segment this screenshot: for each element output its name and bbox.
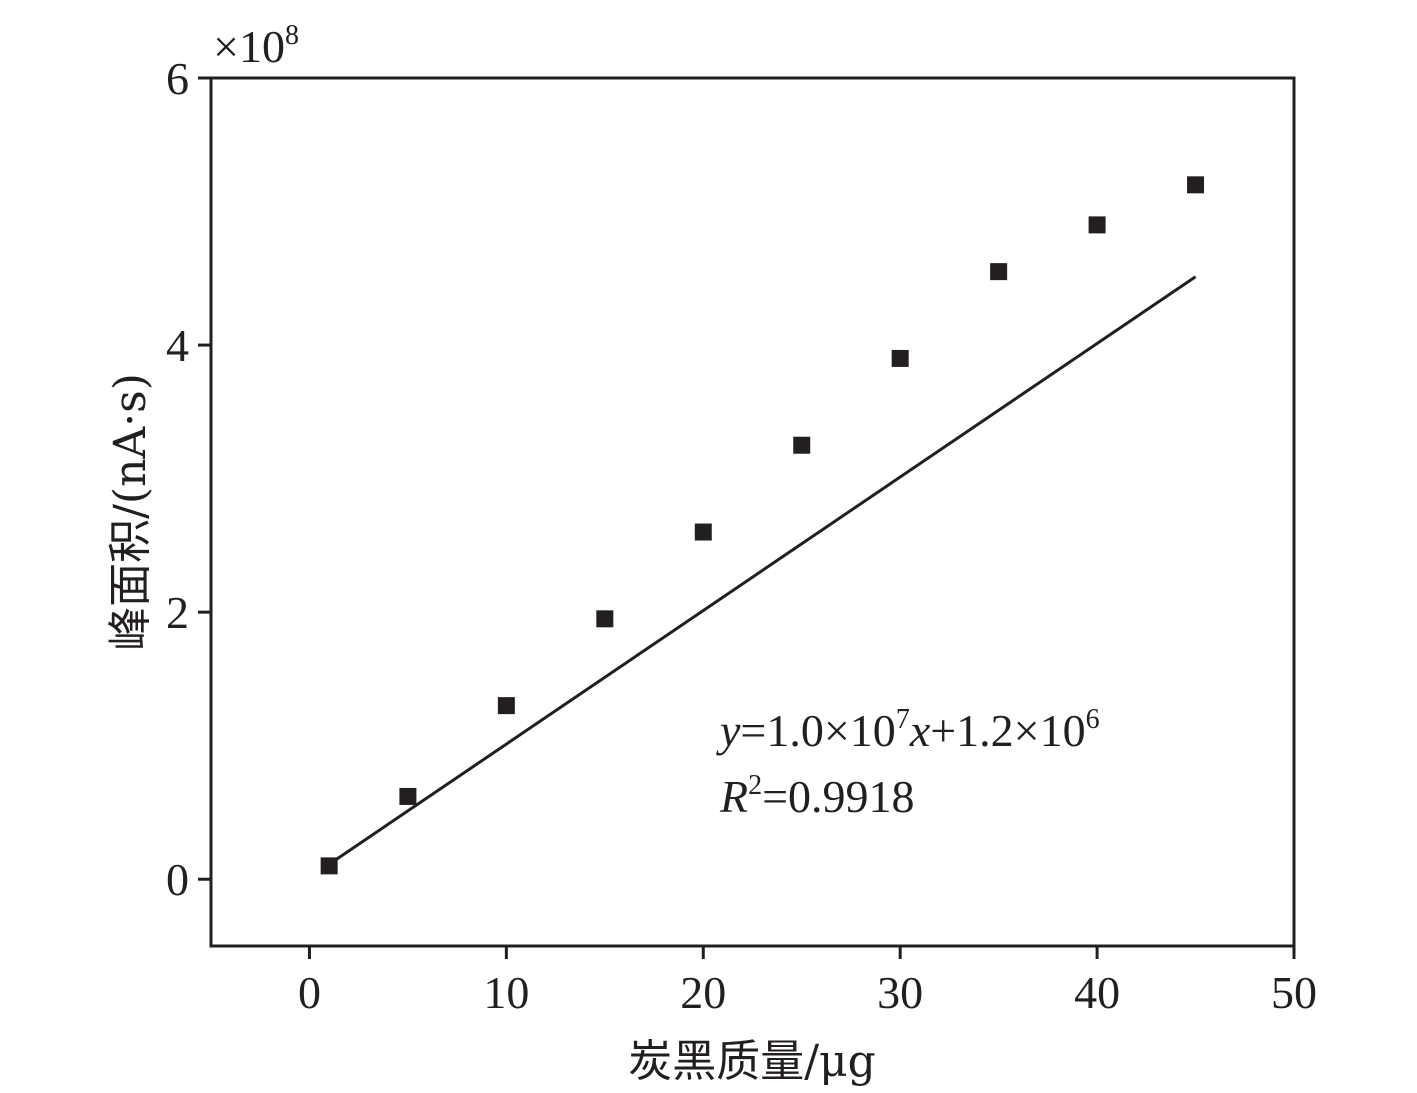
data-point <box>1088 216 1106 234</box>
data-point <box>891 349 909 367</box>
y-axis-ticks: 0 2 4 6 <box>166 53 211 905</box>
x-tick-label: 30 <box>877 967 923 1018</box>
x-tick-label: 0 <box>298 967 321 1018</box>
data-point <box>497 697 515 715</box>
x-axis-ticks: 0 10 20 30 40 50 <box>298 946 1317 1018</box>
plot-frame <box>209 76 1296 948</box>
data-points <box>320 176 1205 875</box>
x-axis-title: 炭黑质量/μg <box>628 1036 876 1087</box>
data-point <box>990 263 1008 281</box>
data-point <box>399 787 417 805</box>
data-point <box>1187 176 1205 194</box>
x-tick-label: 20 <box>680 967 726 1018</box>
x-tick-label: 10 <box>483 967 529 1018</box>
data-point <box>596 610 614 628</box>
y-axis-title: 峰面积/(nA·s) <box>105 373 156 651</box>
x-tick-label: 40 <box>1074 967 1120 1018</box>
y-multiplier: ×108 <box>213 20 299 72</box>
fit-equation: y=1.0×107x+1.2×106 <box>716 704 1100 756</box>
fit-line <box>328 275 1197 866</box>
data-point <box>694 523 712 541</box>
y-tick-label: 4 <box>166 320 189 371</box>
r-squared: R2=0.9918 <box>719 770 915 822</box>
y-tick-label: 6 <box>166 53 189 104</box>
data-point <box>320 857 338 875</box>
y-tick-label: 2 <box>166 587 189 638</box>
y-tick-label: 0 <box>166 854 189 905</box>
data-point <box>793 436 811 454</box>
x-tick-label: 50 <box>1271 967 1317 1018</box>
